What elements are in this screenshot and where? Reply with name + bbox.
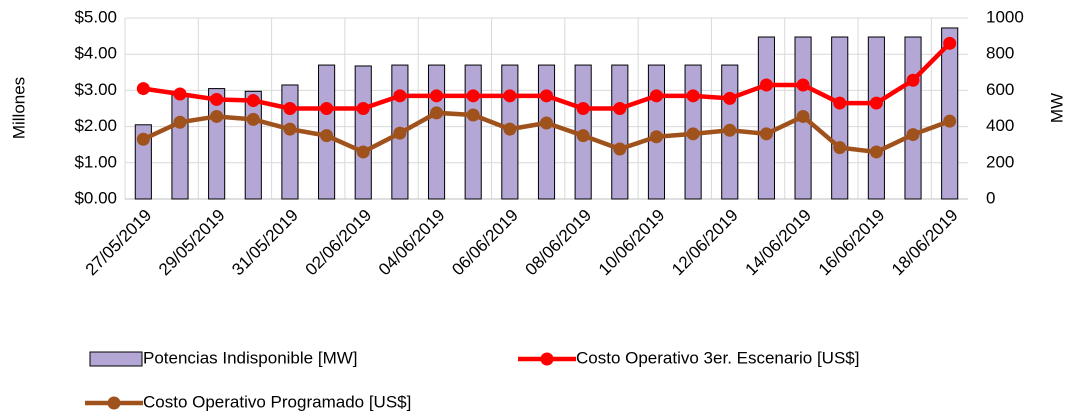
y2-tick-label: 1000 bbox=[986, 7, 1024, 26]
bar bbox=[427, 64, 446, 200]
line-marker bbox=[723, 91, 737, 105]
y2-tick-label: 200 bbox=[986, 152, 1014, 171]
bar bbox=[464, 64, 482, 200]
line-marker bbox=[136, 82, 150, 96]
legend-swatch-marker bbox=[540, 352, 554, 366]
line-marker bbox=[686, 127, 700, 141]
x-tick-label: 31/05/2019 bbox=[228, 206, 302, 280]
line-marker bbox=[576, 129, 590, 143]
line-marker bbox=[943, 114, 957, 128]
y2-tick-label: 800 bbox=[986, 44, 1014, 63]
line-marker bbox=[246, 112, 260, 126]
y-tick-label: $3.00 bbox=[74, 80, 117, 99]
line-marker bbox=[906, 128, 920, 142]
bar bbox=[171, 94, 189, 200]
line-marker bbox=[320, 129, 334, 143]
x-tick-label: 06/06/2019 bbox=[448, 206, 522, 280]
x-tick-label: 14/06/2019 bbox=[741, 206, 815, 280]
line-marker bbox=[540, 116, 553, 130]
line-marker bbox=[210, 109, 224, 123]
x-tick-label: 27/05/2019 bbox=[82, 206, 156, 280]
y-tick-label: $2.00 bbox=[74, 116, 117, 135]
line-marker bbox=[943, 36, 957, 50]
line-marker bbox=[759, 78, 773, 92]
line-marker bbox=[430, 89, 444, 103]
line-marker bbox=[833, 96, 847, 110]
line-marker bbox=[356, 102, 370, 115]
y2-tick-label: 400 bbox=[986, 116, 1014, 135]
bar bbox=[611, 64, 629, 200]
bar bbox=[831, 36, 849, 200]
x-tick-label: 18/06/2019 bbox=[888, 206, 962, 280]
y-tick-label: $4.00 bbox=[74, 44, 117, 63]
legend-swatch bbox=[89, 351, 143, 367]
y-axis-title: Millones bbox=[9, 77, 28, 139]
line-marker bbox=[759, 127, 773, 141]
line-marker bbox=[320, 102, 334, 115]
line-marker bbox=[576, 102, 590, 115]
line-marker bbox=[430, 106, 444, 120]
line-marker bbox=[796, 109, 810, 123]
bar bbox=[757, 36, 775, 200]
line-marker bbox=[723, 123, 737, 137]
bar bbox=[904, 36, 922, 200]
y-tick-label: $5.00 bbox=[74, 7, 117, 26]
line-marker bbox=[540, 89, 553, 103]
line-marker bbox=[503, 89, 517, 103]
bar bbox=[537, 64, 556, 200]
x-tick-label: 08/06/2019 bbox=[522, 206, 596, 280]
legend-label: Costo Operativo Programado [US$] bbox=[143, 392, 411, 411]
line-marker bbox=[833, 141, 847, 155]
x-tick-label: 04/06/2019 bbox=[375, 206, 449, 280]
legend-swatch-marker bbox=[107, 396, 121, 410]
line-marker bbox=[503, 122, 517, 136]
y-tick-label: $0.00 bbox=[74, 188, 117, 207]
line-marker bbox=[283, 102, 297, 115]
y2-tick-label: 600 bbox=[986, 80, 1014, 99]
line-marker bbox=[796, 78, 810, 92]
y2-tick-label: 0 bbox=[986, 188, 995, 207]
line-marker bbox=[173, 115, 187, 129]
line-marker bbox=[869, 96, 883, 110]
y-tick-label: $1.00 bbox=[74, 152, 117, 171]
x-tick-label: 29/05/2019 bbox=[155, 206, 229, 280]
line-marker bbox=[393, 89, 407, 103]
line-marker bbox=[173, 87, 187, 101]
line-marker bbox=[613, 142, 627, 156]
x-tick-label: 02/06/2019 bbox=[302, 206, 376, 280]
bar bbox=[244, 90, 262, 200]
x-tick-label: 10/06/2019 bbox=[595, 206, 669, 280]
y2-axis-title: MW bbox=[1047, 93, 1066, 123]
line-marker bbox=[466, 89, 480, 103]
bar bbox=[354, 65, 372, 200]
line-marker bbox=[649, 89, 663, 103]
legend-label: Costo Operativo 3er. Escenario [US$] bbox=[576, 348, 859, 367]
line-marker bbox=[393, 126, 407, 140]
bar bbox=[867, 36, 885, 200]
bar bbox=[941, 27, 959, 200]
line-marker bbox=[613, 102, 627, 115]
line-marker bbox=[356, 145, 370, 159]
line-marker bbox=[136, 132, 150, 146]
line-marker bbox=[649, 130, 663, 144]
line-marker bbox=[246, 94, 260, 108]
line-marker bbox=[686, 89, 700, 103]
x-tick-label: 16/06/2019 bbox=[815, 206, 889, 280]
line-marker bbox=[906, 73, 920, 87]
line-marker bbox=[869, 145, 883, 159]
line-marker bbox=[283, 122, 297, 136]
x-tick-label: 12/06/2019 bbox=[668, 206, 742, 280]
legend-label: Potencias Indisponible [MW] bbox=[143, 348, 358, 367]
line-marker bbox=[210, 92, 224, 106]
line-marker bbox=[466, 108, 480, 122]
